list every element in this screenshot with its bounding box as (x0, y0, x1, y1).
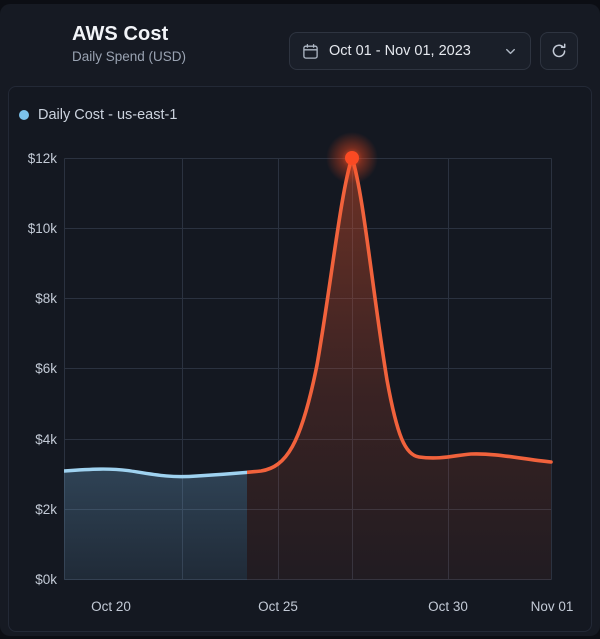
series-line-normal (64, 467, 247, 479)
page-subtitle: Daily Spend (USD) (72, 49, 187, 64)
area-fill-normal (64, 469, 247, 580)
title-block: AWS Cost Daily Spend (USD) (72, 22, 186, 66)
chart-panel: Daily Cost - us-east-1 (8, 86, 592, 632)
y-tick-label: $12k (28, 151, 58, 166)
y-axis-labels: $12k $10k $8k $6k $4k $2k $0k (28, 151, 58, 587)
legend-color-dot (19, 110, 29, 120)
date-range-label: Oct 01 - Nov 01, 2023 (329, 43, 471, 59)
peak-marker-dot[interactable] (345, 151, 359, 165)
refresh-button[interactable] (540, 32, 578, 70)
x-tick-label: Oct 20 (91, 599, 131, 614)
x-axis-labels: Oct 20 Oct 25 Oct 30 Nov 01 (91, 599, 573, 614)
page-title: AWS Cost (72, 23, 169, 45)
x-tick-label: Oct 25 (258, 599, 298, 614)
chart-legend[interactable]: Daily Cost - us-east-1 (19, 107, 177, 123)
y-tick-label: $6k (35, 361, 57, 376)
cost-chart-card: AWS Cost Daily Spend (USD) Oct 01 - Nov … (0, 4, 600, 636)
y-tick-label: $10k (28, 221, 58, 236)
calendar-icon (302, 43, 319, 60)
date-range-picker[interactable]: Oct 01 - Nov 01, 2023 (289, 32, 531, 70)
area-fill-spike (247, 158, 551, 580)
chart-plot[interactable]: $12k $10k $8k $6k $4k $2k $0k Oct 20 Oct… (8, 86, 592, 632)
y-tick-label: $8k (35, 291, 57, 306)
legend-series-label: Daily Cost - us-east-1 (38, 107, 178, 123)
series-line-spike (247, 156, 553, 475)
chevron-down-icon (503, 44, 518, 59)
refresh-icon (550, 42, 568, 60)
x-tick-label: Oct 30 (428, 599, 468, 614)
y-tick-label: $2k (35, 502, 57, 517)
y-tick-label: $4k (35, 432, 57, 447)
card-header: AWS Cost Daily Spend (USD) Oct 01 - Nov … (0, 4, 600, 82)
y-tick-label: $0k (35, 572, 57, 587)
x-tick-label: Nov 01 (531, 599, 574, 614)
